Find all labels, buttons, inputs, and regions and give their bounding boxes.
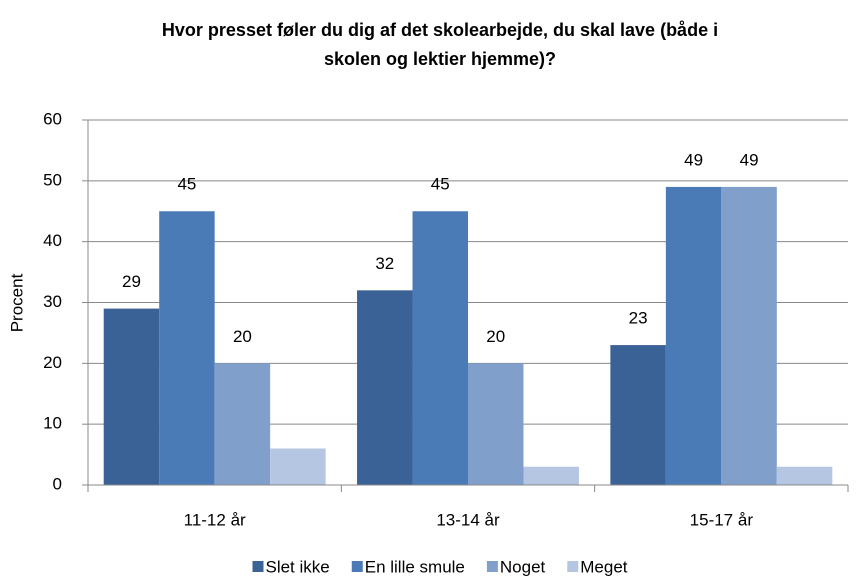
legend-swatch (252, 561, 264, 572)
y-tick-label: 60 (43, 109, 62, 128)
legend-swatch (351, 561, 363, 572)
x-tick-label: 11-12 år (184, 510, 246, 529)
bar (103, 308, 160, 485)
y-axis-label: Procent (7, 273, 26, 332)
data-label: 20 (233, 327, 252, 346)
legend-label: En lille smule (365, 557, 465, 576)
y-tick-label: 20 (43, 353, 62, 372)
chart-title: Hvor presset føler du dig af det skolear… (162, 20, 718, 40)
y-tick-label: 30 (43, 292, 62, 311)
bar (523, 466, 579, 485)
bar (214, 363, 271, 485)
legend-swatch (567, 561, 579, 572)
legend-label: Slet ikke (265, 557, 329, 576)
data-label: 45 (431, 175, 450, 194)
bar (270, 448, 326, 485)
y-tick-label: 50 (43, 170, 62, 189)
y-tick-label: 0 (53, 474, 62, 493)
legend-swatch (486, 561, 498, 572)
data-label: 45 (177, 175, 196, 194)
bar (468, 363, 524, 485)
x-tick-label: 15-17 år (690, 510, 754, 529)
bar (412, 211, 468, 485)
y-tick-label: 40 (43, 231, 62, 250)
x-tick-label: 13-14 år (436, 510, 500, 529)
data-label: 29 (122, 272, 141, 291)
bar (159, 211, 215, 485)
data-label: 32 (375, 254, 394, 273)
data-label: 49 (684, 150, 703, 169)
data-label: 49 (740, 150, 759, 169)
y-tick-label: 10 (43, 414, 62, 433)
legend-label: Noget (500, 557, 546, 576)
data-label: 23 (629, 309, 648, 328)
bar (721, 186, 777, 485)
bar (610, 345, 666, 485)
data-label: 20 (486, 327, 505, 346)
bar (776, 466, 833, 485)
bar (665, 186, 722, 485)
bar (357, 290, 413, 485)
chart-title: skolen og lektier hjemme)? (324, 49, 556, 69)
legend-label: Meget (580, 557, 628, 576)
